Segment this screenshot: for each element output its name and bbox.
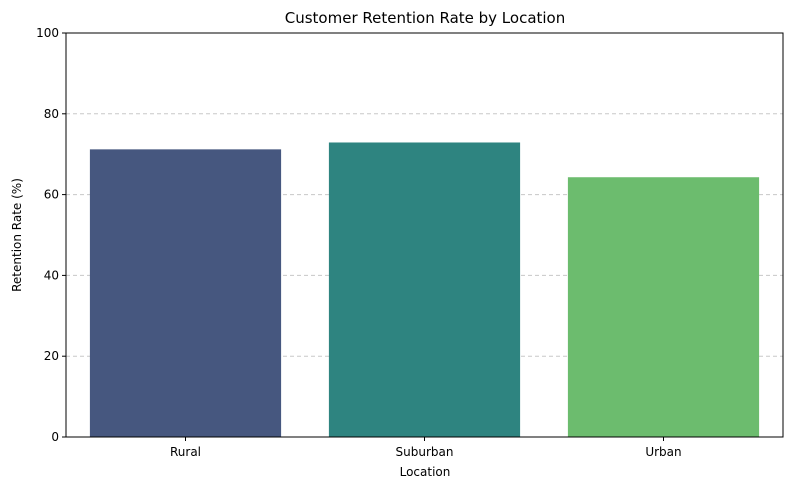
chart-title: Customer Retention Rate by Location: [285, 9, 566, 27]
x-axis-ticks: Rural Suburban Urban: [170, 437, 682, 459]
y-axis-ticks: 0 20 40 60 80 100: [36, 26, 66, 444]
y-tick-label: 0: [51, 430, 59, 444]
bar-urban: [567, 177, 760, 437]
x-tick-label: Suburban: [396, 445, 454, 459]
y-tick-label: 60: [44, 188, 59, 202]
x-tick-label: Urban: [645, 445, 681, 459]
y-tick-label: 40: [44, 268, 59, 282]
y-axis-label: Retention Rate (%): [10, 178, 24, 292]
y-tick-label: 80: [44, 107, 59, 121]
y-tick-label: 100: [36, 26, 59, 40]
bar-rural: [89, 149, 282, 438]
x-tick-label: Rural: [170, 445, 201, 459]
bar-suburban: [328, 142, 521, 437]
bars: [89, 142, 760, 438]
x-axis-label: Location: [400, 465, 451, 479]
y-tick-label: 20: [44, 349, 59, 363]
